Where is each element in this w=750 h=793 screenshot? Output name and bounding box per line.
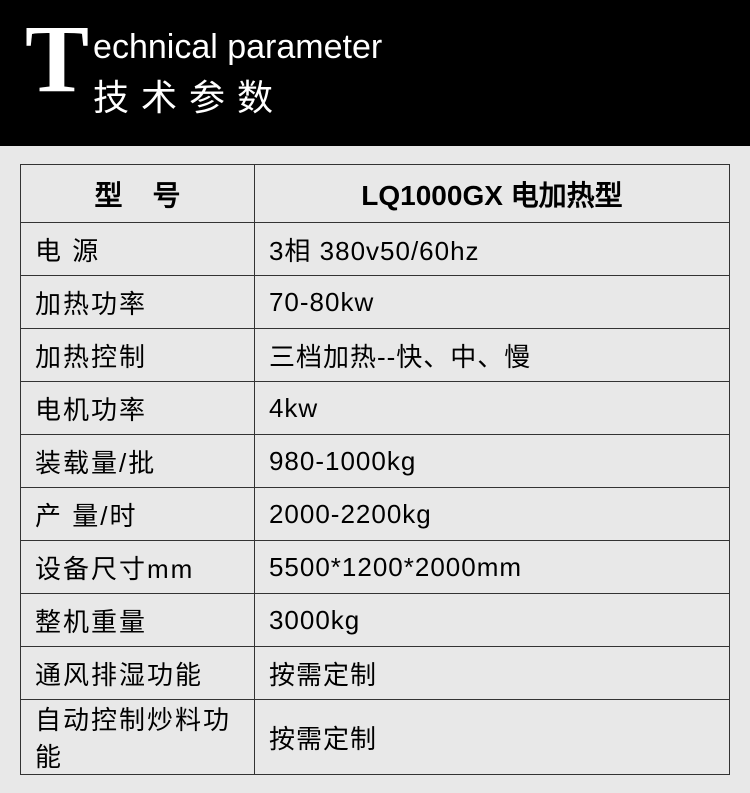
header: T echnical parameter 技术参数 — [0, 0, 750, 146]
row-value: 4kw — [254, 382, 729, 435]
table-row: 通风排湿功能 按需定制 — [21, 647, 730, 700]
row-label: 加热功率 — [21, 276, 255, 329]
row-label: 装载量/批 — [21, 435, 255, 488]
table-row: 加热功率 70-80kw — [21, 276, 730, 329]
header-label: 型号 — [21, 165, 255, 223]
row-label: 整机重量 — [21, 594, 255, 647]
row-value: 70-80kw — [254, 276, 729, 329]
row-value: 按需定制 — [254, 647, 729, 700]
row-value: 3相 380v50/60hz — [254, 223, 729, 276]
row-value: 3000kg — [254, 594, 729, 647]
row-label: 自动控制炒料功能 — [21, 700, 255, 775]
row-label: 电机功率 — [21, 382, 255, 435]
row-label: 产 量/时 — [21, 488, 255, 541]
table-row: 电机功率 4kw — [21, 382, 730, 435]
table-row: 设备尺寸mm 5500*1200*2000mm — [21, 541, 730, 594]
row-value: 5500*1200*2000mm — [254, 541, 729, 594]
table-row: 整机重量 3000kg — [21, 594, 730, 647]
table-container: 型号 LQ1000GX 电加热型 电 源 3相 380v50/60hz 加热功率… — [0, 146, 750, 793]
title-english: echnical parameter — [93, 28, 382, 67]
row-label: 电 源 — [21, 223, 255, 276]
row-label: 加热控制 — [21, 329, 255, 382]
row-label: 通风排湿功能 — [21, 647, 255, 700]
title-text: echnical parameter 技术参数 — [93, 18, 382, 121]
row-value: 2000-2200kg — [254, 488, 729, 541]
header-value: LQ1000GX 电加热型 — [254, 165, 729, 223]
table-body: 电 源 3相 380v50/60hz 加热功率 70-80kw 加热控制 三档加… — [21, 223, 730, 775]
row-label: 设备尺寸mm — [21, 541, 255, 594]
row-value: 三档加热--快、中、慢 — [254, 329, 729, 382]
table-row: 电 源 3相 380v50/60hz — [21, 223, 730, 276]
title-row: T echnical parameter 技术参数 — [25, 18, 725, 121]
table-row: 装载量/批 980-1000kg — [21, 435, 730, 488]
table-row: 产 量/时 2000-2200kg — [21, 488, 730, 541]
table-row: 自动控制炒料功能 按需定制 — [21, 700, 730, 775]
title-chinese: 技术参数 — [93, 69, 382, 121]
table-row: 加热控制 三档加热--快、中、慢 — [21, 329, 730, 382]
title-initial: T — [25, 18, 89, 100]
table-header-row: 型号 LQ1000GX 电加热型 — [21, 165, 730, 223]
spec-table: 型号 LQ1000GX 电加热型 电 源 3相 380v50/60hz 加热功率… — [20, 164, 730, 775]
row-value: 980-1000kg — [254, 435, 729, 488]
row-value: 按需定制 — [254, 700, 729, 775]
